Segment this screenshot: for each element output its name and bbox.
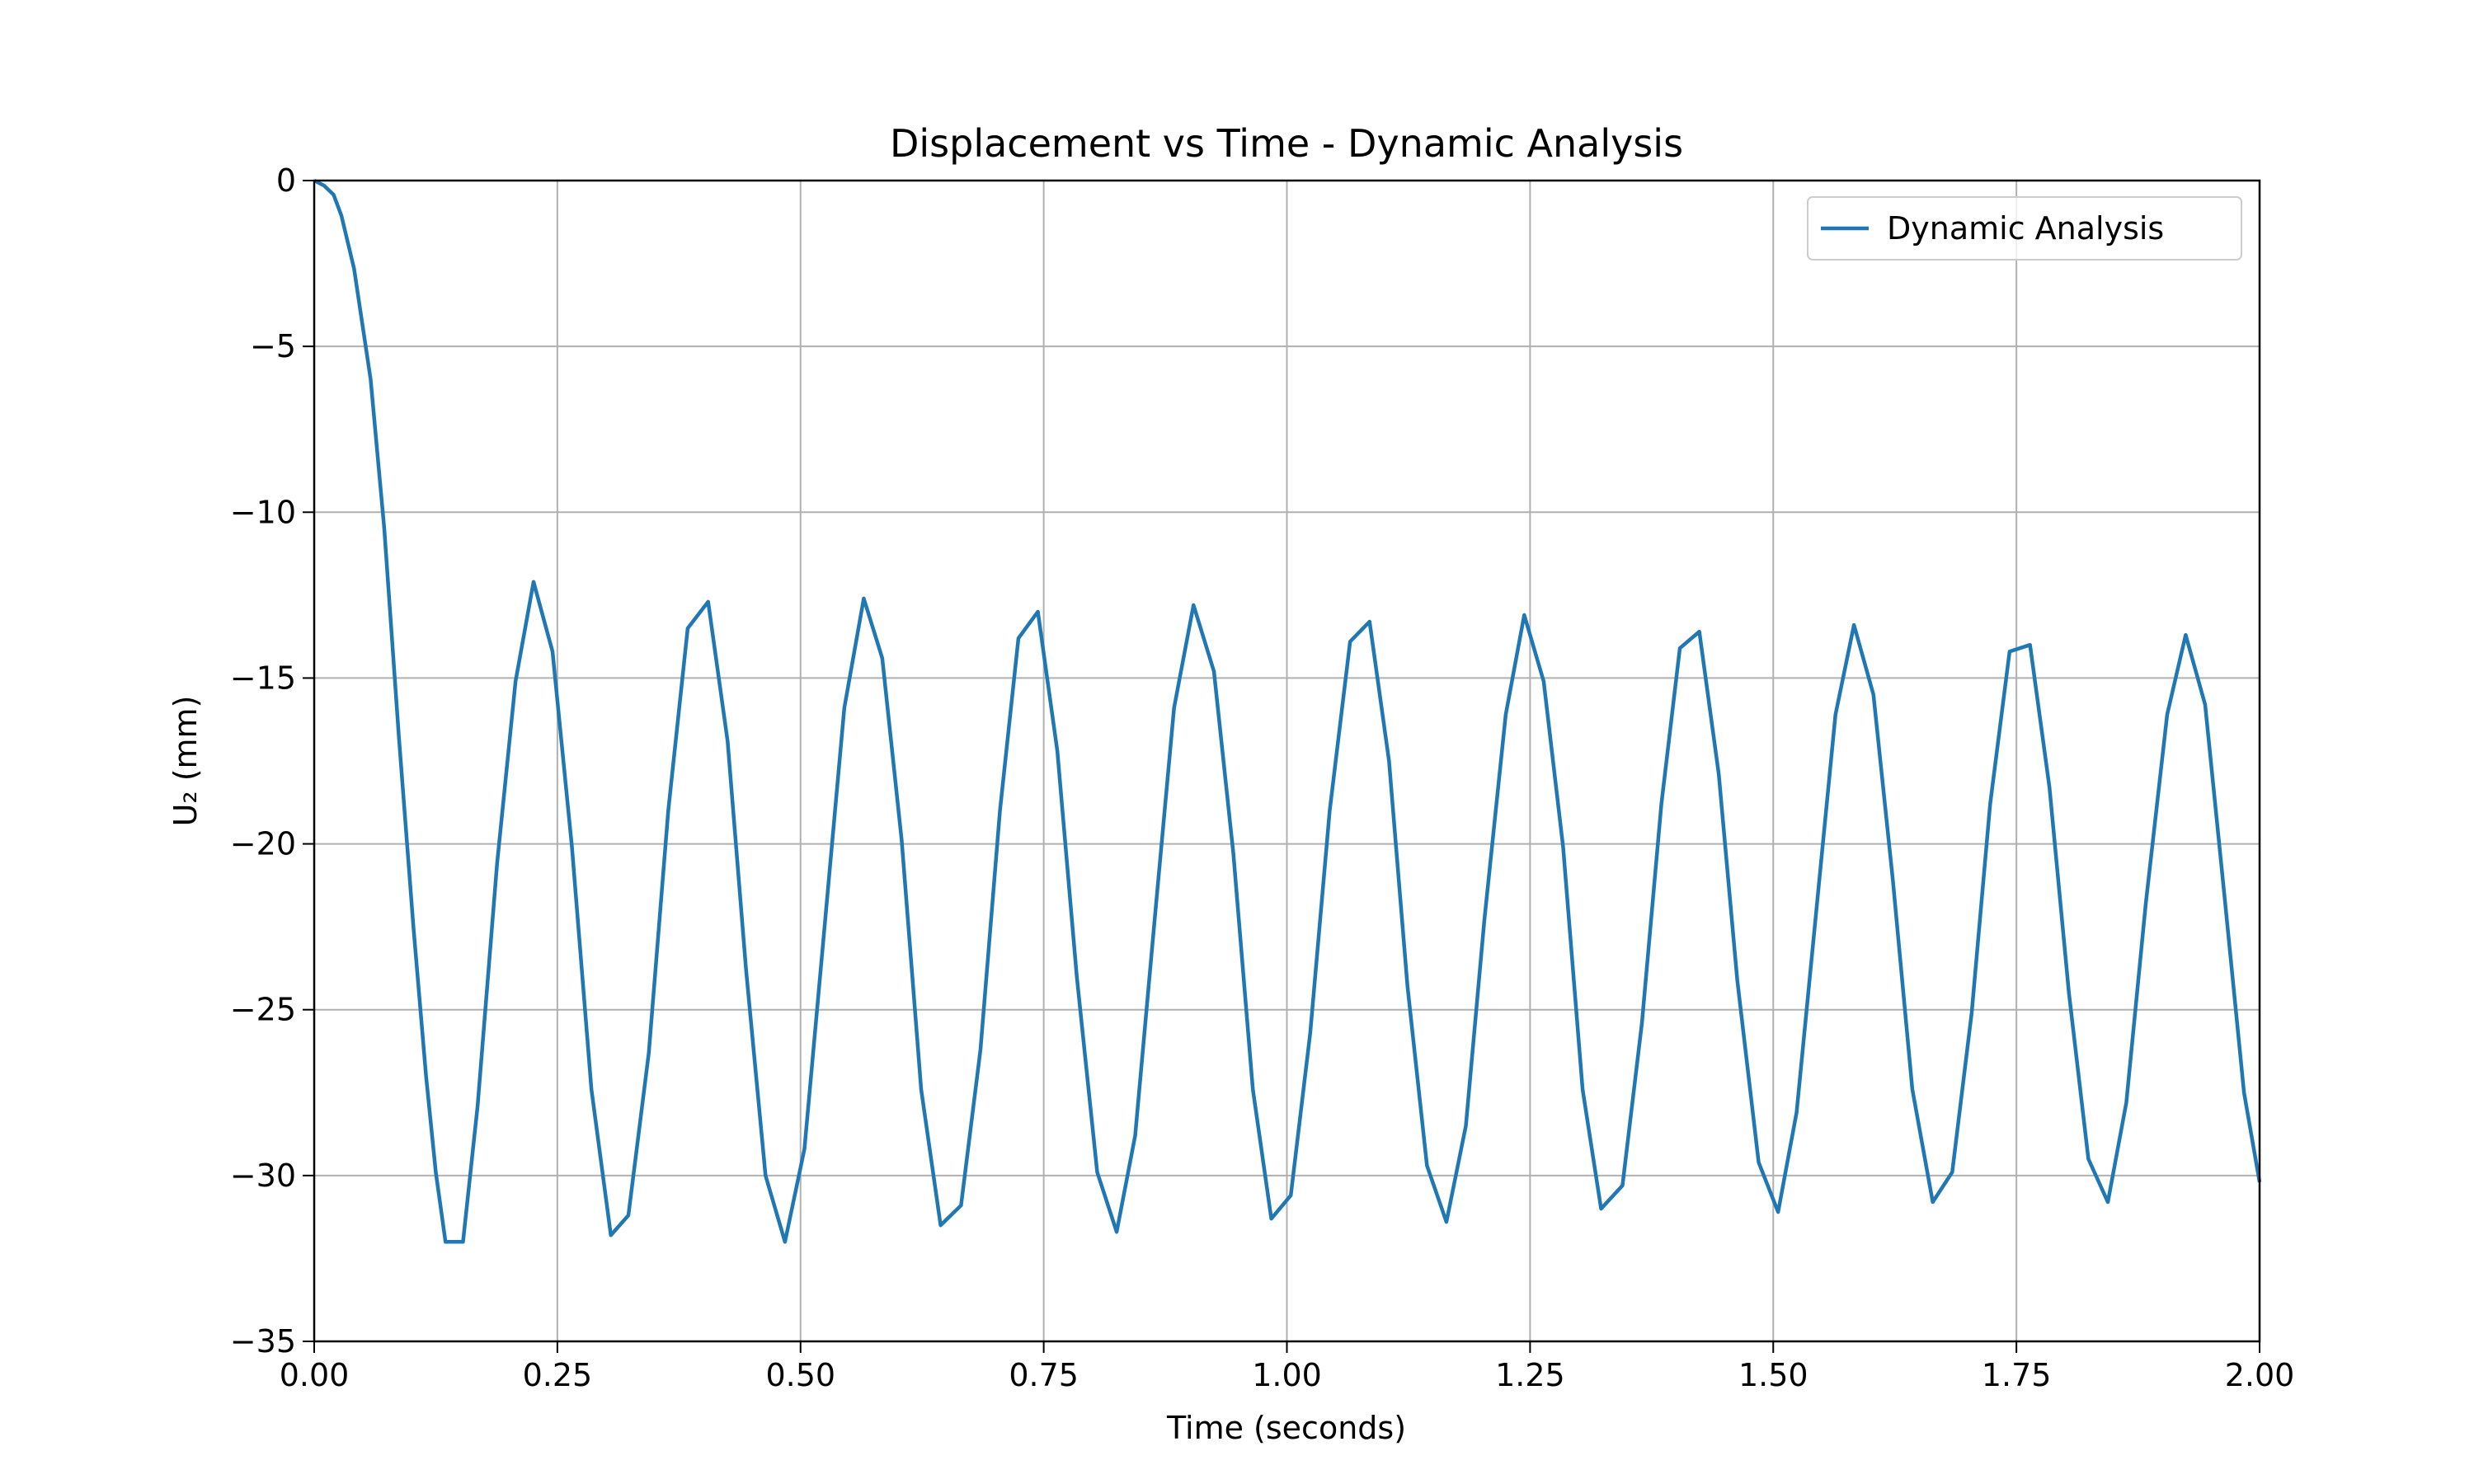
y-tick-label: −10 [230, 494, 296, 530]
y-tick-label: −25 [230, 992, 296, 1028]
x-axis-label: Time (seconds) [1166, 1410, 1406, 1446]
y-tick-label: −20 [230, 826, 296, 862]
plot-frame [313, 179, 2261, 1343]
x-tick-label: 0.75 [1009, 1357, 1079, 1393]
x-tick-label: 1.75 [1982, 1357, 2052, 1393]
legend-label: Dynamic Analysis [1887, 210, 2164, 247]
y-tick-label: 0 [276, 162, 296, 199]
y-axis-label: U₂ (mm) [167, 696, 204, 827]
chart-title: Displacement vs Time - Dynamic Analysis [890, 121, 1683, 166]
x-tick-label: 1.00 [1252, 1357, 1322, 1393]
x-tick-label: 2.00 [2225, 1357, 2295, 1393]
x-tick-label: 0.25 [523, 1357, 593, 1393]
y-tick-label: −30 [230, 1158, 296, 1194]
x-tick-label: 0.50 [765, 1357, 835, 1393]
data-line [313, 178, 2262, 1244]
x-tick-label: 1.25 [1495, 1357, 1565, 1393]
y-tick-label: −5 [250, 328, 296, 364]
y-tick-label: −35 [230, 1323, 296, 1360]
x-tick-label: 0.00 [280, 1357, 350, 1393]
x-tick-label: 1.50 [1738, 1357, 1808, 1393]
y-tick-label: −15 [230, 660, 296, 696]
legend-box [1807, 196, 2242, 261]
